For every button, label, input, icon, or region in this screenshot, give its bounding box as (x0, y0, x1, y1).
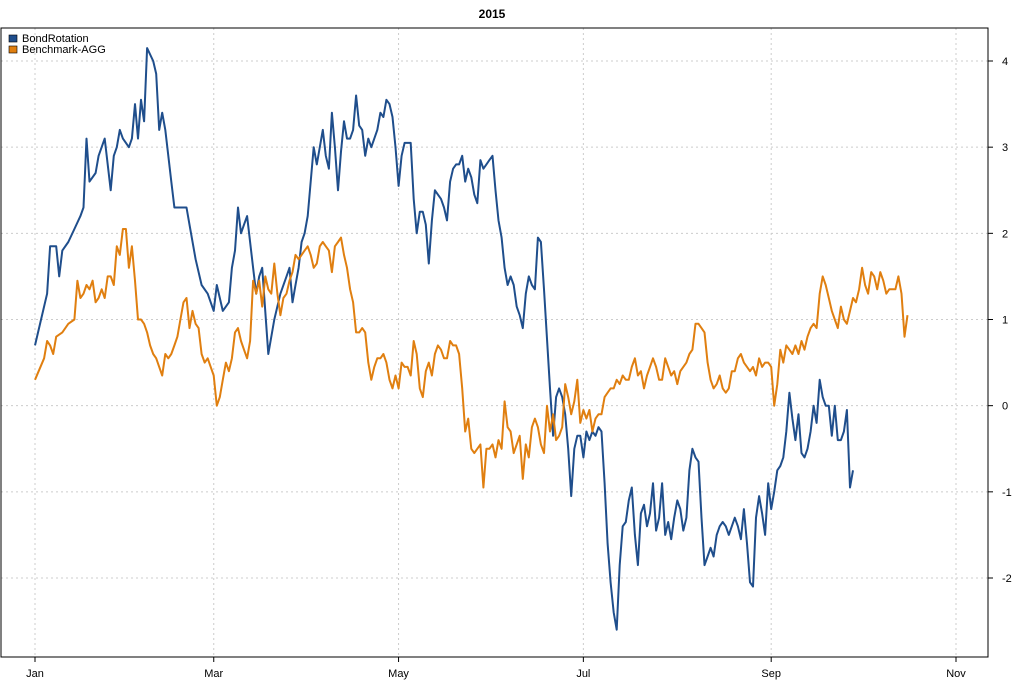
x-tick-label: Nov (946, 668, 966, 680)
y-tick-label: 0 (1002, 401, 1008, 413)
legend-swatch (8, 45, 18, 54)
axes: Jan Mar May Jul Sep Nov -2 -1 0 1 2 3 4 (0, 27, 1012, 680)
x-tick-label: Sep (761, 668, 781, 680)
legend-label: Benchmark-AGG (22, 44, 106, 56)
chart-title: 2015 (479, 7, 506, 21)
series-layer (34, 47, 909, 631)
series-line-bondrotation (34, 47, 854, 631)
series-line-benchmark-agg (34, 228, 909, 489)
legend-label: BondRotation (22, 33, 89, 45)
plot-frame (0, 27, 989, 658)
legend-swatch (8, 34, 18, 43)
y-tick-label: 3 (1002, 142, 1008, 154)
y-tick-label: 4 (1002, 56, 1008, 68)
x-tick-label: May (388, 668, 409, 680)
x-tick-label: Mar (204, 668, 223, 680)
y-tick-label: 1 (1002, 315, 1008, 327)
x-tick-label: Jul (576, 668, 590, 680)
y-tick-label: -1 (1002, 487, 1012, 499)
y-tick-label: 2 (1002, 228, 1008, 240)
x-tick-label: Jan (26, 668, 44, 680)
y-tick-label: -2 (1002, 573, 1012, 585)
